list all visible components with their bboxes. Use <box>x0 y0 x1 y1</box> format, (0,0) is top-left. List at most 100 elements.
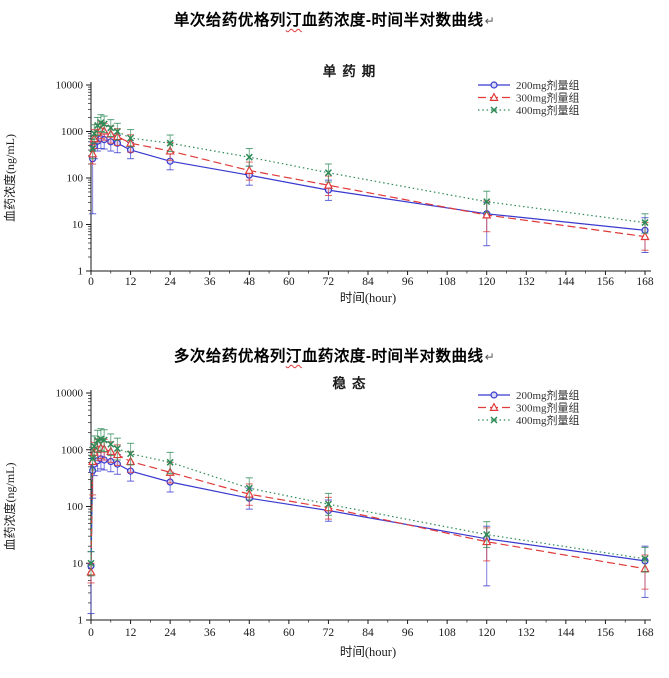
x-tick-label: 60 <box>283 627 295 639</box>
marker-x <box>89 455 97 463</box>
x-tick-label: 132 <box>518 276 536 288</box>
series-400mg剂量组 <box>87 428 649 577</box>
marker-x <box>127 134 135 142</box>
series-line <box>92 138 646 231</box>
marker-triangle <box>640 231 650 241</box>
x-tick-label: 96 <box>402 276 414 288</box>
marker-triangle <box>244 165 254 174</box>
marker-x <box>166 458 174 466</box>
legend-label: 300mg剂量组 <box>516 90 580 104</box>
x-tick-label: 144 <box>557 276 575 288</box>
marker-x <box>127 450 135 458</box>
y-axis-label: 血药浓度(ng/mL) <box>2 463 17 551</box>
x-tick-label: 120 <box>478 276 496 288</box>
y-tick-label: 1000 <box>61 444 84 456</box>
x-tick-label: 36 <box>204 627 216 639</box>
x-axis-label: 时间(hour) <box>340 291 396 305</box>
marker-triangle <box>489 402 499 411</box>
marker-x <box>324 169 332 177</box>
y-tick-label: 100 <box>67 501 84 513</box>
x-tick-label: 0 <box>88 276 94 288</box>
title-text: 血药浓度-时间半对数曲线 <box>301 348 484 365</box>
doc-title-multiple-dose: 多次给药优格列汀血药浓度-时间半对数曲线↵ <box>0 344 669 366</box>
series-200mg剂量组 <box>89 130 649 253</box>
series-line <box>90 447 646 573</box>
chart-single-dose-canvas: 1 10 100 1000 10000 0 12 24 36 48 60 72 84 96 108 120 13… <box>2 78 654 305</box>
x-tick-label: 96 <box>402 627 414 639</box>
x-tick-label: 48 <box>244 276 256 288</box>
x-tick-label: 0 <box>88 627 94 639</box>
marker-x <box>490 416 498 424</box>
x-tick-label: 156 <box>597 627 615 639</box>
marker-x <box>107 124 115 132</box>
marker-x <box>90 130 98 138</box>
y-tick-label: 1 <box>78 615 84 627</box>
marker-x <box>166 139 174 147</box>
marker-x <box>483 198 491 206</box>
y-tick-label: 10000 <box>56 80 84 92</box>
marker-x <box>245 484 253 492</box>
legend-label: 200mg剂量组 <box>516 388 580 402</box>
marker-x <box>90 442 98 450</box>
marker-x <box>641 555 649 563</box>
x-tick-label: 60 <box>283 276 295 288</box>
marker-circle <box>490 391 498 399</box>
x-tick-label: 168 <box>636 276 654 288</box>
legend-label: 300mg剂量组 <box>516 400 580 414</box>
y-tick-label: 10 <box>72 219 84 231</box>
marker-x <box>324 500 332 508</box>
marker-x <box>113 127 121 136</box>
chart-2-subtitle: 稳态 <box>332 376 372 391</box>
x-tick-label: 24 <box>164 627 176 639</box>
marker-circle <box>490 81 498 89</box>
x-tick-label: 108 <box>439 627 457 639</box>
x-tick-label: 108 <box>439 276 457 288</box>
y-tick-label: 100 <box>67 173 84 185</box>
chart-steady-state-canvas: 1 10 100 1000 10000 0 12 24 36 48 60 72 84 96 108 120 13… <box>2 388 654 660</box>
x-tick-label: 12 <box>125 276 137 288</box>
x-tick-label: 36 <box>204 276 216 288</box>
marker-x <box>89 145 97 153</box>
legend-label: 400mg剂量组 <box>516 103 580 117</box>
x-tick-label: 12 <box>125 627 137 639</box>
marker-x <box>100 120 108 128</box>
x-tick-label: 24 <box>164 276 176 288</box>
x-tick-label: 120 <box>478 627 496 639</box>
marker-x <box>100 436 108 444</box>
legend-label: 400mg剂量组 <box>516 413 580 427</box>
axes: 1 10 100 1000 10000 0 12 24 36 48 60 72 84 96 108 120 13… <box>56 80 654 289</box>
x-tick-label: 132 <box>518 627 536 639</box>
chart-1-subtitle: 单药期 <box>322 64 382 79</box>
legend-label: 200mg剂量组 <box>516 78 580 92</box>
paragraph-return-icon: ↵ <box>484 14 496 28</box>
x-tick-label: 84 <box>362 627 374 639</box>
x-tick-label: 72 <box>323 627 335 639</box>
title-text: 单次给药优格列 <box>173 12 286 29</box>
paragraph-return-icon: ↵ <box>484 350 496 364</box>
x-tick-label: 156 <box>597 276 615 288</box>
marker-triangle <box>323 180 334 189</box>
y-tick-label: 10 <box>72 558 84 570</box>
marker-x <box>245 153 253 161</box>
marker-x <box>87 559 95 567</box>
marker-x <box>113 445 121 453</box>
marker-x <box>107 440 115 448</box>
series-line <box>92 129 646 238</box>
y-tick-label: 1 <box>78 266 84 278</box>
y-tick-label: 10000 <box>56 388 84 400</box>
series-400mg剂量组 <box>89 114 649 234</box>
doc-title-single-dose: 单次给药优格列汀血药浓度-时间半对数曲线↵ <box>0 8 669 30</box>
x-tick-label: 84 <box>362 276 374 288</box>
y-axis-label: 血药浓度(ng/mL) <box>2 134 17 222</box>
marker-triangle <box>482 209 492 219</box>
x-tick-label: 144 <box>557 627 575 639</box>
marker-x <box>483 531 491 539</box>
x-tick-label: 168 <box>636 627 654 639</box>
series-line <box>92 121 646 224</box>
marker-x <box>490 106 498 114</box>
x-axis-label: 时间(hour) <box>340 645 396 659</box>
title-text: 血药浓度-时间半对数曲线 <box>301 12 484 29</box>
x-tick-label: 72 <box>323 276 335 288</box>
